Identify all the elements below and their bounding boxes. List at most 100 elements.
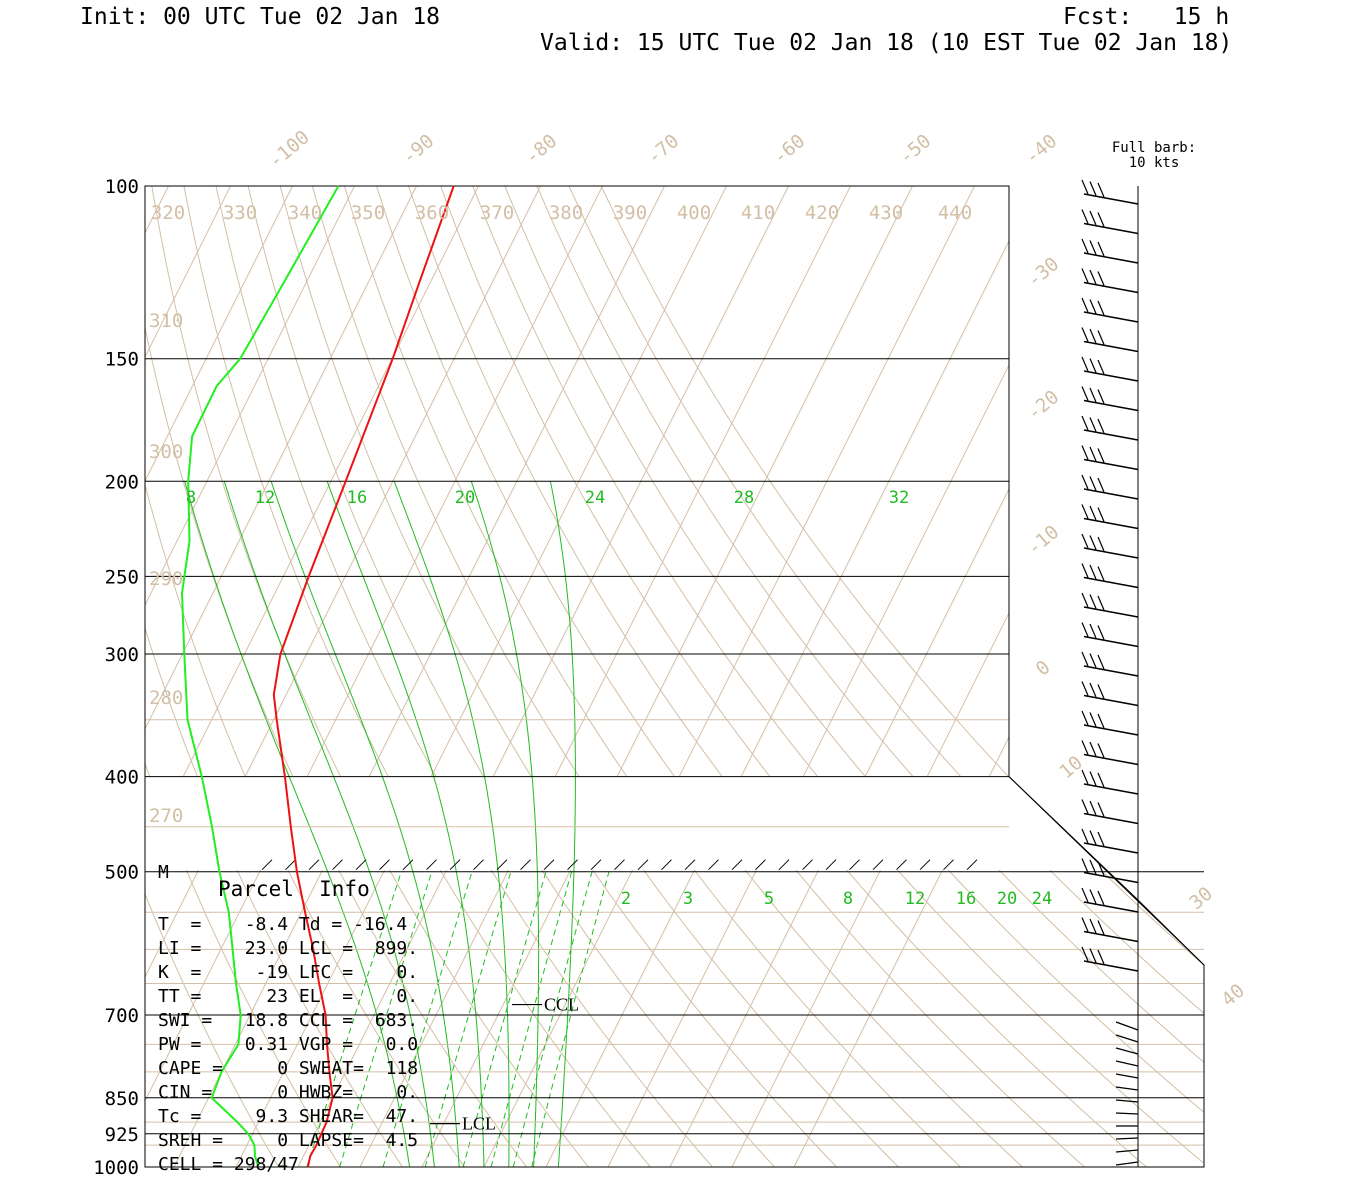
isotherm-line bbox=[145, 870, 262, 1103]
hatch-mark bbox=[849, 859, 860, 871]
isotherm-line bbox=[173, 870, 324, 1168]
isotherm-line bbox=[740, 239, 1009, 776]
theta-label: 270 bbox=[149, 805, 183, 827]
hatch-mark bbox=[379, 859, 390, 871]
hatch-mark bbox=[637, 859, 649, 871]
pressure-label: 700 bbox=[105, 1005, 139, 1027]
wind-barb bbox=[1083, 311, 1139, 323]
isotherm-line bbox=[0, 186, 107, 1167]
isotherm-line bbox=[145, 186, 417, 731]
isotherm-line bbox=[235, 870, 386, 1168]
dry-adiabat-line bbox=[795, 870, 1085, 1168]
wind-barb-feather bbox=[1089, 771, 1097, 786]
wind-barb-feather bbox=[1081, 504, 1089, 519]
mixing-ratio-label: 2 bbox=[621, 889, 631, 909]
theta-label: 340 bbox=[288, 202, 322, 224]
hatch-mark bbox=[590, 859, 602, 871]
theta-label: 370 bbox=[480, 202, 514, 224]
wind-barb-feather bbox=[1081, 799, 1089, 814]
hatch-mark bbox=[426, 859, 437, 871]
ccl-label: CCL bbox=[544, 995, 579, 1015]
wind-barb-feather bbox=[1097, 182, 1105, 198]
wind-barb bbox=[1083, 812, 1139, 825]
dry-adiabat-line bbox=[600, 186, 1009, 776]
hatch-mark bbox=[778, 859, 790, 871]
theta-label: 430 bbox=[869, 202, 903, 224]
wind-barb-feather bbox=[1097, 920, 1105, 935]
wind-barb-feather bbox=[1097, 625, 1105, 640]
wind-barb-feather bbox=[1097, 566, 1105, 581]
moist-adiabat-label: 24 bbox=[585, 488, 605, 508]
hatch-mark bbox=[567, 859, 578, 871]
init-time-label: Init: 00 UTC Tue 02 Jan 18 bbox=[80, 4, 441, 30]
isotherm-line bbox=[802, 363, 1009, 776]
mixing-ratio-label: 8 bbox=[843, 889, 853, 909]
wind-barb bbox=[1083, 429, 1139, 441]
isotherm-line bbox=[430, 186, 727, 776]
wind-barb bbox=[1083, 222, 1139, 235]
wind-barb bbox=[1115, 1073, 1139, 1079]
wind-barb-feather bbox=[1097, 654, 1105, 670]
pressure-label: 150 bbox=[105, 349, 139, 371]
wind-barb-feather bbox=[1089, 328, 1097, 344]
isotherm-line bbox=[926, 611, 1009, 776]
wind-barb bbox=[1083, 281, 1139, 294]
dry-adiabat-line bbox=[472, 186, 818, 776]
wind-barb-feather bbox=[1097, 743, 1105, 758]
wind-barb bbox=[1083, 340, 1139, 353]
theta-label: 350 bbox=[351, 202, 385, 224]
wind-barb-feather bbox=[1081, 297, 1089, 313]
hatch-mark bbox=[825, 859, 837, 871]
wind-barb-feather bbox=[1097, 389, 1105, 404]
mixing-ratio-label: 16 bbox=[956, 889, 976, 909]
isotherm-label: -90 bbox=[398, 130, 438, 169]
pressure-label: 850 bbox=[105, 1088, 139, 1110]
hatch-mark bbox=[449, 859, 461, 871]
isotherm-line bbox=[0, 186, 45, 1167]
wind-barb-feather bbox=[1097, 595, 1105, 611]
theta-label: 290 bbox=[149, 568, 183, 590]
wind-barb-feather bbox=[1089, 505, 1097, 521]
moist-adiabat-label: 20 bbox=[455, 488, 475, 508]
wind-barb bbox=[1115, 1086, 1139, 1091]
wind-barb bbox=[1083, 606, 1139, 618]
wind-barb-feather bbox=[1097, 359, 1105, 375]
wind-barb-feather bbox=[1089, 476, 1097, 491]
isotherm-label: -40 bbox=[1021, 130, 1061, 169]
wind-barb-feather bbox=[1089, 653, 1097, 668]
hatch-mark bbox=[308, 859, 320, 871]
wind-barb-feather bbox=[1097, 212, 1105, 227]
parcel-info-row: K = -19 LFC = 0. bbox=[158, 962, 418, 983]
temperature-profile bbox=[272, 185, 455, 1168]
isotherm-label: -20 bbox=[1023, 386, 1063, 425]
wind-barb bbox=[1083, 665, 1139, 677]
theta-label: 300 bbox=[149, 441, 183, 463]
hatch-mark bbox=[755, 859, 766, 871]
isotherm-label: 10 bbox=[1055, 752, 1087, 784]
isotherm-line bbox=[297, 870, 448, 1168]
pressure-label: 925 bbox=[105, 1124, 139, 1146]
wind-barb bbox=[1083, 193, 1139, 205]
wind-barb bbox=[1083, 635, 1139, 648]
isotherm-line bbox=[368, 186, 665, 776]
wind-barb bbox=[1083, 753, 1139, 766]
wind-barb bbox=[1115, 1149, 1139, 1153]
pressure-label: 1000 bbox=[93, 1157, 139, 1179]
wind-barb-feather bbox=[1089, 181, 1097, 196]
dry-adiabat-line bbox=[998, 870, 1204, 1064]
hatch-mark bbox=[473, 859, 484, 871]
dry-adiabat-line bbox=[568, 186, 961, 776]
isotherm-label: -100 bbox=[265, 126, 314, 172]
wind-barb-feather bbox=[1081, 238, 1089, 254]
wind-barb-feather bbox=[1089, 387, 1097, 403]
wind-barb bbox=[1083, 458, 1139, 471]
wind-barb bbox=[1115, 1137, 1139, 1140]
isotherm-line bbox=[616, 186, 913, 776]
mixing-ratio-line bbox=[490, 871, 573, 1168]
mixing-ratio-label: 24 bbox=[1032, 889, 1052, 909]
wind-barb-feather bbox=[1089, 859, 1097, 875]
mixing-ratio-label: 5 bbox=[764, 889, 774, 909]
hatch-mark bbox=[614, 859, 625, 871]
isotherm-line bbox=[492, 186, 789, 776]
wind-barb-feather bbox=[1097, 448, 1105, 463]
